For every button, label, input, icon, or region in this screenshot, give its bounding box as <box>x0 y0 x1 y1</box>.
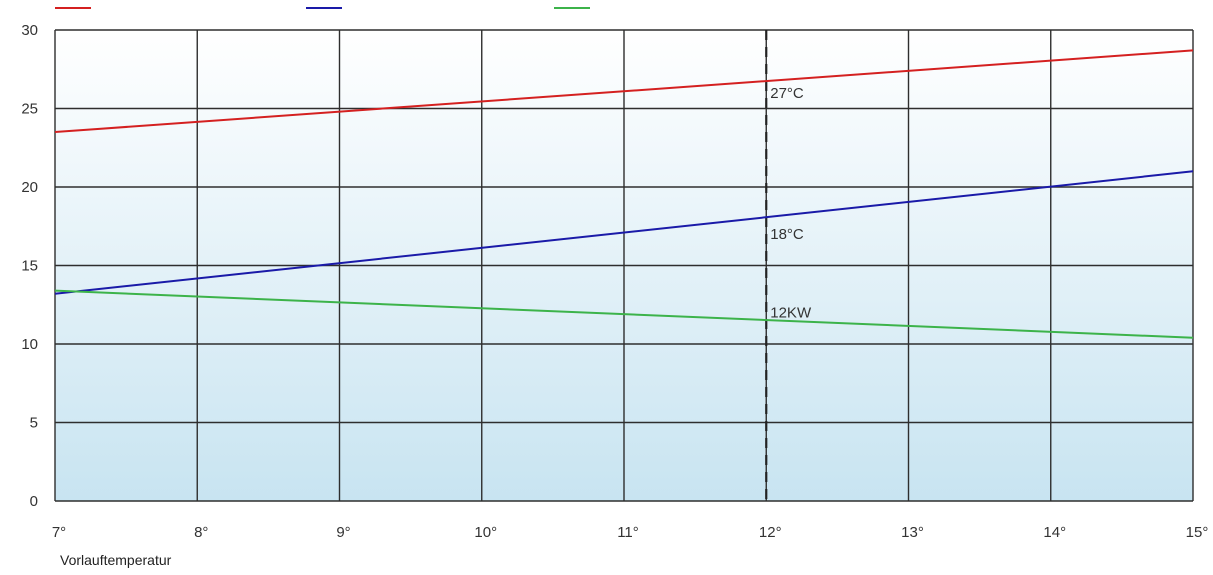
series-line-2 <box>54 170 1194 295</box>
y-tick-label: 15 <box>21 258 38 275</box>
x-tick-label: 8° <box>194 524 208 541</box>
x-tick-label: 7° <box>52 524 66 541</box>
x-tick-label: 9° <box>336 524 350 541</box>
annotations: 27°C 18°C 12KW <box>770 85 812 322</box>
x-axis-label: Vorlauftemperatur <box>60 552 172 568</box>
x-tick-label: 13° <box>901 524 924 541</box>
series-line-1 <box>54 49 1194 134</box>
annotation-label: 12KW <box>770 305 812 322</box>
y-tick-label: 25 <box>21 101 38 118</box>
y-tick-label: 10 <box>21 336 38 353</box>
y-axis: 0 5 10 15 20 25 30 <box>21 22 38 510</box>
series-layer <box>54 49 1194 339</box>
series-line-3 <box>54 289 1194 339</box>
x-axis: 7° 8° 9° 10° 11° 12° 13° 14° 15° <box>52 524 1209 541</box>
y-tick-label: 30 <box>21 22 38 39</box>
y-tick-label: 20 <box>21 179 38 196</box>
x-tick-label: 12° <box>759 524 782 541</box>
x-tick-label: 11° <box>617 524 639 541</box>
annotation-label: 27°C <box>770 85 804 102</box>
x-tick-label: 14° <box>1043 524 1066 541</box>
annotation-label: 18°C <box>770 226 804 243</box>
x-tick-label: 10° <box>474 524 497 541</box>
x-tick-label: 15° <box>1186 524 1209 541</box>
grid <box>54 29 1194 502</box>
y-tick-label: 0 <box>30 493 38 510</box>
y-tick-label: 5 <box>30 415 38 432</box>
